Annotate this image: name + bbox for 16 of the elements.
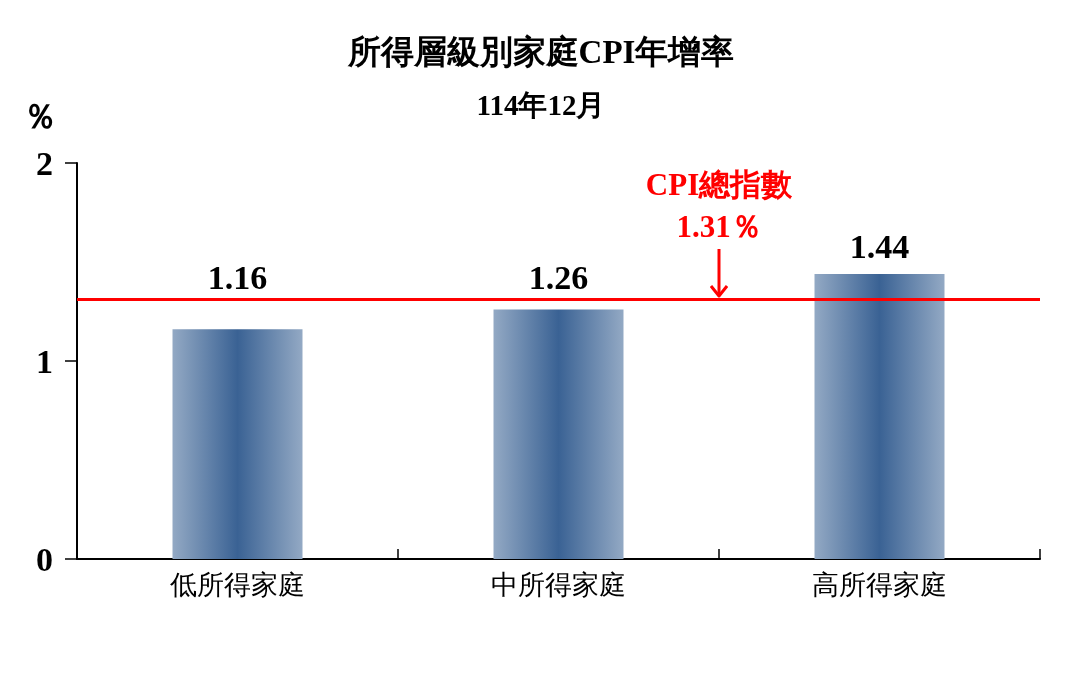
y-tick-label: 2 — [36, 144, 53, 182]
chart-title: 所得層級別家庭CPI年增率 — [346, 33, 735, 70]
x-tick-label: 中所得家庭 — [491, 569, 626, 600]
bar — [814, 273, 945, 559]
x-tick-label: 高所得家庭 — [812, 569, 947, 600]
bar — [493, 309, 624, 559]
data-label: 1.44 — [849, 228, 910, 266]
x-tick-label: 低所得家庭 — [170, 569, 305, 600]
y-axis-title: ％ — [23, 97, 57, 135]
chart-subtitle: 114年12月 — [476, 88, 606, 121]
bar — [172, 329, 303, 559]
ref-line-label: CPI總指數 1.31％ — [645, 167, 794, 245]
data-label: 1.26 — [528, 259, 589, 297]
data-label: 1.16 — [207, 259, 268, 297]
y-tick-label: 0 — [36, 540, 53, 578]
y-tick-label: 1 — [36, 342, 53, 380]
